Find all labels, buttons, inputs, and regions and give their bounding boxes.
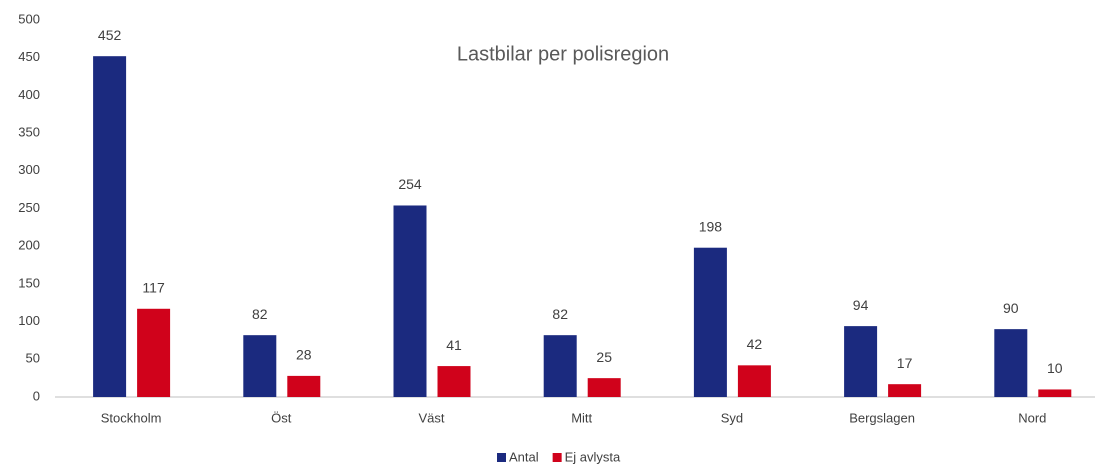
bar (844, 326, 878, 397)
data-label: 25 (596, 349, 612, 365)
x-tick-label: Väst (418, 410, 444, 425)
data-label: 10 (1047, 360, 1063, 376)
data-label: 90 (1003, 300, 1019, 316)
legend-label: Antal (509, 449, 539, 464)
y-tick-label: 200 (18, 238, 40, 253)
x-tick-label: Syd (721, 410, 743, 425)
y-tick-label: 450 (18, 49, 40, 64)
bar (137, 308, 171, 397)
bar (1038, 389, 1072, 397)
data-label: 82 (252, 306, 268, 322)
bar (587, 378, 621, 397)
bar (393, 205, 427, 397)
y-tick-label: 500 (18, 11, 40, 26)
bar (737, 365, 771, 397)
y-tick-label: 350 (18, 125, 40, 140)
data-label: 28 (296, 347, 312, 363)
legend-swatch (552, 453, 562, 462)
bar (543, 335, 577, 397)
y-tick-label: 250 (18, 200, 40, 215)
y-tick-label: 400 (18, 87, 40, 102)
bar (693, 247, 727, 397)
data-label: 254 (398, 176, 422, 192)
bar (994, 329, 1028, 397)
y-tick-label: 300 (18, 162, 40, 177)
bar (93, 56, 127, 397)
bar (888, 384, 922, 397)
x-tick-label: Öst (271, 410, 292, 425)
legend-label: Ej avlysta (565, 449, 621, 464)
bar (437, 366, 471, 397)
x-tick-label: Bergslagen (849, 410, 915, 425)
x-tick-label: Stockholm (101, 410, 162, 425)
legend-swatch (497, 453, 506, 462)
data-label: 117 (142, 279, 165, 295)
bar (243, 335, 277, 397)
data-label: 198 (699, 218, 723, 234)
data-label: 452 (98, 27, 122, 43)
data-label: 94 (853, 297, 869, 313)
data-label: 82 (552, 306, 568, 322)
data-label: 42 (747, 336, 763, 352)
data-label: 41 (446, 337, 462, 353)
y-tick-label: 50 (26, 351, 40, 366)
data-label: 17 (897, 355, 913, 371)
bar (287, 375, 321, 397)
chart-title: Lastbilar per polisregion (457, 43, 669, 65)
y-tick-label: 100 (18, 313, 40, 328)
x-tick-label: Nord (1018, 410, 1046, 425)
y-tick-label: 150 (18, 275, 40, 290)
y-tick-label: 0 (33, 388, 40, 403)
x-tick-label: Mitt (571, 410, 592, 425)
